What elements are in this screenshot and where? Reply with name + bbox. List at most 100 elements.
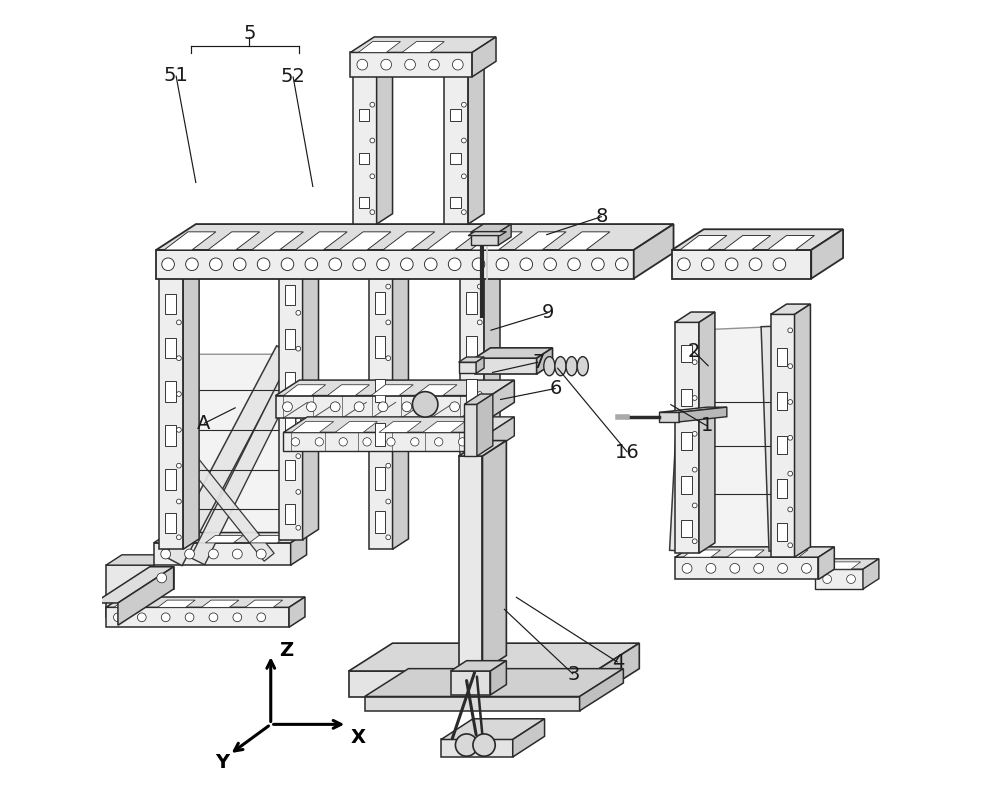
- Circle shape: [455, 734, 478, 756]
- Polygon shape: [679, 408, 727, 422]
- Polygon shape: [165, 381, 176, 402]
- Polygon shape: [498, 224, 511, 245]
- Circle shape: [370, 209, 375, 215]
- Circle shape: [349, 417, 357, 425]
- Text: 52: 52: [281, 67, 305, 86]
- Circle shape: [370, 139, 375, 143]
- Text: 9: 9: [542, 303, 554, 322]
- Polygon shape: [514, 232, 566, 250]
- Circle shape: [773, 258, 786, 271]
- Polygon shape: [441, 719, 545, 739]
- Polygon shape: [379, 422, 421, 432]
- Circle shape: [386, 284, 391, 289]
- Polygon shape: [175, 354, 293, 557]
- Polygon shape: [303, 263, 319, 540]
- Polygon shape: [444, 62, 484, 72]
- Polygon shape: [681, 520, 692, 537]
- Polygon shape: [249, 536, 287, 543]
- Circle shape: [354, 402, 364, 412]
- Circle shape: [339, 438, 347, 446]
- Polygon shape: [94, 567, 174, 603]
- Polygon shape: [482, 440, 506, 671]
- Circle shape: [788, 507, 793, 512]
- Circle shape: [177, 499, 181, 504]
- Polygon shape: [680, 236, 727, 250]
- Circle shape: [847, 575, 855, 583]
- Circle shape: [788, 400, 793, 404]
- Circle shape: [177, 392, 181, 396]
- Circle shape: [405, 59, 415, 70]
- Circle shape: [232, 549, 242, 559]
- Circle shape: [370, 102, 375, 107]
- Circle shape: [210, 258, 222, 271]
- Polygon shape: [777, 348, 787, 366]
- Polygon shape: [106, 607, 289, 627]
- Ellipse shape: [555, 357, 566, 376]
- Polygon shape: [164, 232, 216, 250]
- Circle shape: [692, 539, 697, 544]
- Circle shape: [477, 284, 482, 289]
- Polygon shape: [468, 62, 484, 224]
- Polygon shape: [451, 671, 490, 695]
- Circle shape: [473, 734, 495, 756]
- Circle shape: [370, 174, 375, 179]
- Polygon shape: [471, 224, 511, 232]
- Polygon shape: [466, 380, 477, 402]
- Circle shape: [477, 356, 482, 361]
- Polygon shape: [596, 643, 639, 696]
- Polygon shape: [291, 533, 307, 565]
- Polygon shape: [441, 739, 513, 757]
- Polygon shape: [276, 396, 490, 418]
- Ellipse shape: [566, 357, 577, 376]
- Polygon shape: [459, 357, 484, 362]
- Polygon shape: [863, 559, 879, 589]
- Text: A: A: [197, 414, 211, 433]
- Circle shape: [296, 454, 301, 458]
- Circle shape: [411, 438, 419, 446]
- Circle shape: [185, 549, 194, 559]
- Text: 1: 1: [701, 416, 713, 435]
- Polygon shape: [327, 384, 369, 396]
- Polygon shape: [245, 600, 283, 607]
- Circle shape: [177, 356, 181, 361]
- Circle shape: [177, 463, 181, 468]
- Circle shape: [615, 258, 628, 271]
- Circle shape: [233, 258, 246, 271]
- Circle shape: [568, 258, 580, 271]
- Polygon shape: [353, 62, 393, 72]
- Polygon shape: [295, 232, 347, 250]
- Polygon shape: [450, 153, 461, 164]
- Text: 6: 6: [550, 379, 562, 398]
- Circle shape: [281, 258, 294, 271]
- Polygon shape: [823, 562, 861, 569]
- Polygon shape: [771, 314, 795, 557]
- Circle shape: [357, 59, 368, 70]
- Polygon shape: [451, 661, 506, 671]
- Circle shape: [412, 392, 438, 417]
- Circle shape: [788, 435, 793, 440]
- Polygon shape: [154, 543, 291, 565]
- Polygon shape: [699, 312, 715, 553]
- Polygon shape: [165, 425, 176, 446]
- Polygon shape: [349, 643, 639, 671]
- Polygon shape: [675, 312, 715, 322]
- Polygon shape: [285, 416, 295, 436]
- Polygon shape: [350, 37, 496, 53]
- Polygon shape: [353, 72, 377, 224]
- Circle shape: [296, 310, 301, 315]
- Polygon shape: [476, 357, 484, 373]
- Polygon shape: [165, 469, 176, 490]
- Polygon shape: [293, 402, 385, 412]
- Polygon shape: [205, 536, 243, 543]
- Circle shape: [706, 564, 716, 573]
- Polygon shape: [293, 412, 369, 430]
- Circle shape: [185, 613, 194, 622]
- Polygon shape: [165, 338, 176, 358]
- Polygon shape: [670, 330, 701, 552]
- Polygon shape: [358, 41, 400, 53]
- Circle shape: [386, 320, 391, 325]
- Circle shape: [520, 258, 533, 271]
- Polygon shape: [106, 555, 170, 565]
- Polygon shape: [165, 345, 294, 566]
- Polygon shape: [466, 292, 477, 314]
